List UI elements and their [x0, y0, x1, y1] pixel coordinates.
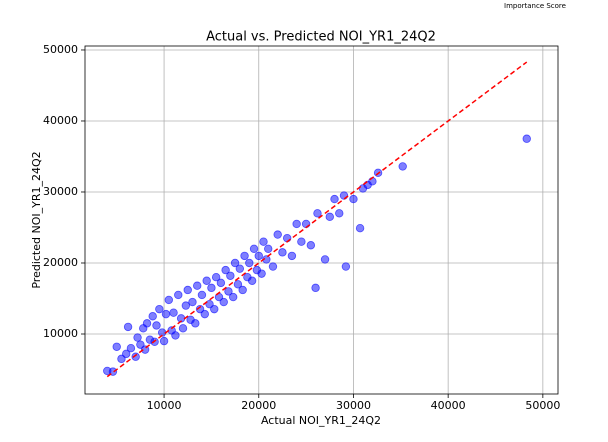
point [219, 297, 228, 307]
point [178, 324, 188, 333]
point [335, 209, 344, 218]
point [226, 271, 235, 280]
point [264, 244, 273, 253]
x-tick-label: 30000 [336, 399, 371, 412]
point [161, 309, 171, 319]
point [311, 283, 320, 293]
point [287, 251, 297, 261]
point [207, 283, 216, 293]
y-axis-label: Predicted NOI_YR1_24Q2 [30, 151, 43, 288]
point [174, 290, 183, 300]
point [233, 280, 243, 289]
point [238, 285, 247, 295]
x-tick-label: 10000 [147, 399, 182, 412]
point [159, 336, 169, 346]
point [341, 262, 351, 271]
point [228, 292, 238, 302]
point [133, 333, 142, 342]
chart-title: Actual vs. Predicted NOI_YR1_24Q2 [206, 30, 436, 45]
point [278, 248, 287, 257]
point [273, 230, 282, 239]
point [191, 319, 200, 328]
point [330, 194, 339, 204]
y-tick-label: 30000 [43, 185, 78, 198]
point [254, 251, 263, 261]
point [240, 251, 249, 261]
point [230, 258, 240, 268]
point [121, 349, 131, 359]
diagonal-line [106, 61, 528, 378]
point [313, 209, 322, 218]
point [325, 212, 334, 222]
point [268, 262, 278, 271]
point [188, 297, 197, 307]
y-tick-label: 40000 [43, 114, 78, 127]
point [112, 342, 121, 351]
point [181, 301, 191, 310]
point [169, 308, 178, 317]
point [202, 276, 211, 285]
point [142, 319, 152, 328]
point [398, 162, 407, 171]
point [183, 285, 192, 295]
point [224, 287, 233, 296]
point [292, 219, 301, 229]
overlay-text: Importance Score [504, 2, 566, 10]
x-tick-label: 40000 [431, 399, 466, 412]
point [126, 344, 136, 353]
point [148, 312, 157, 321]
point [197, 290, 207, 300]
point [216, 278, 226, 288]
point [131, 352, 140, 361]
point [155, 304, 164, 314]
y-tick-label: 50000 [43, 43, 78, 56]
x-axis-label: Actual NOI_YR1_24Q2 [261, 414, 381, 427]
y-tick-label: 10000 [43, 327, 78, 340]
y-tick-label: 20000 [43, 256, 78, 269]
point [211, 272, 221, 282]
point [349, 194, 358, 204]
point [355, 224, 365, 233]
point [247, 276, 257, 285]
point [259, 237, 268, 246]
point [152, 321, 161, 330]
point [235, 264, 245, 273]
point [249, 244, 259, 253]
point [221, 265, 230, 275]
point [210, 304, 219, 314]
point [245, 258, 254, 268]
point [193, 281, 202, 290]
point [522, 134, 531, 143]
point [164, 295, 174, 305]
point [257, 269, 266, 278]
point [297, 237, 306, 246]
x-tick-label: 20000 [241, 399, 276, 412]
point [140, 345, 150, 354]
point [171, 331, 180, 340]
plot-frame [84, 45, 559, 395]
point [200, 309, 209, 319]
point [320, 255, 330, 264]
x-tick-label: 50000 [525, 399, 560, 412]
point [123, 322, 133, 332]
point [306, 241, 316, 250]
